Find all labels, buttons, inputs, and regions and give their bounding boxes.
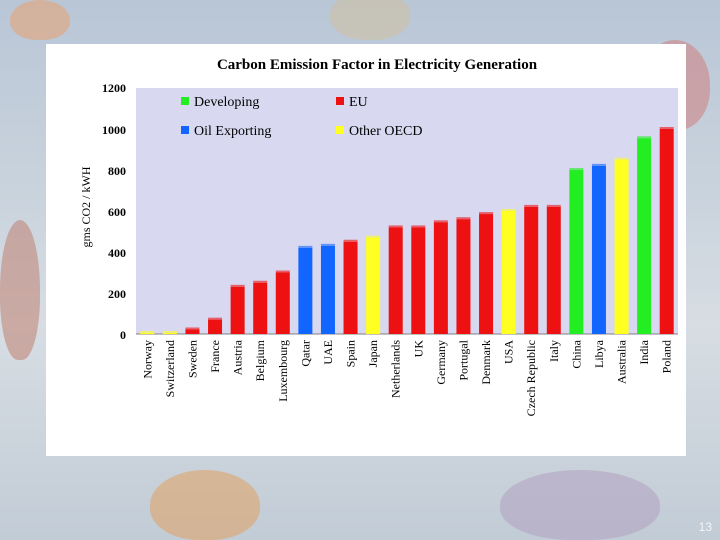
x-tick-label: USA [502,340,516,364]
x-tick-label: Libya [592,339,606,368]
legend-label: Oil Exporting [194,124,271,139]
bar-italy [546,206,561,334]
bar-qatar [298,247,313,334]
bar-top [253,280,268,283]
x-tick-label: Luxembourg [276,340,290,402]
bar-denmark [479,214,494,334]
legend-swatch [336,97,344,105]
bar-usa [501,211,516,334]
y-tick-label: 200 [108,287,126,301]
background-balloon [330,0,410,40]
bar-top [208,317,223,320]
chart-panel: Carbon Emission Factor in Electricity Ge… [46,44,686,456]
y-tick-label: 0 [120,328,126,342]
background-balloon [150,470,260,540]
legend-swatch [336,126,344,134]
bar-top [524,204,539,207]
bar-sweden [185,329,200,334]
bar-switzerland [162,332,177,334]
x-tick-label: Denmark [479,340,493,385]
slide-number: 13 [698,520,712,534]
background-balloon [10,0,70,40]
bar-top [479,212,494,215]
y-axis-label: gms CO2 / kWH [79,166,93,247]
bar-top [230,284,245,287]
bar-top [569,168,584,170]
x-tick-label: Spain [344,340,358,367]
bar-top [637,136,652,139]
bar-top [185,327,200,330]
bar-top [433,220,448,223]
bar-top [411,225,426,228]
bar-top [456,217,471,220]
x-tick-label: France [208,340,222,373]
bar-top [366,235,381,238]
x-tick-label: Australia [615,339,629,384]
legend-swatch [181,97,189,105]
bar-libya [591,165,606,334]
chart-title: Carbon Emission Factor in Electricity Ge… [217,57,538,73]
bar-top [546,204,561,207]
bar-czech-republic [524,206,539,334]
x-tick-label: Poland [660,340,674,373]
bar-portugal [456,219,471,334]
bar-top [298,245,313,248]
legend-label: EU [349,95,368,110]
bar-luxembourg [275,272,290,334]
background-balloon [500,470,660,540]
bar-top [320,243,335,246]
x-tick-label: Belgium [253,339,267,381]
x-tick-label: Germany [434,340,448,385]
x-tick-label: China [569,339,583,368]
legend-label: Developing [194,95,259,110]
bar-belgium [253,282,268,334]
x-tick-label: Netherlands [389,340,403,398]
y-tick-label: 400 [108,246,126,260]
x-tick-label: UAE [321,340,335,365]
x-tick-label: Norway [140,340,154,379]
background-balloon [0,220,40,360]
x-tick-label: Austria [231,339,245,375]
x-tick-label: Qatar [298,340,312,367]
x-tick-label: Czech Republic [524,340,538,416]
bar-netherlands [388,227,403,334]
y-tick-label: 600 [108,205,126,219]
bar-spain [343,241,358,334]
bar-japan [366,237,381,334]
bar-france [208,319,223,334]
bar-uae [320,245,335,334]
x-tick-label: Portugal [456,339,470,380]
x-tick-label: India [637,339,651,364]
bar-india [637,138,652,334]
bar-top [659,127,674,129]
y-tick-label: 1000 [102,123,126,137]
bar-norway [140,333,155,334]
bar-top [140,331,155,333]
bar-top [343,239,358,242]
y-tick-label: 1200 [102,81,126,95]
bar-top [614,157,629,160]
bar-top [275,270,290,273]
bar-top [591,163,606,166]
bar-china [569,170,584,334]
legend-label: Other OECD [349,124,423,139]
bar-germany [433,222,448,334]
x-tick-label: Italy [547,340,561,362]
emission-chart: Carbon Emission Factor in Electricity Ge… [79,57,678,416]
bar-australia [614,159,629,334]
bar-uk [411,227,426,334]
bar-poland [659,129,674,334]
x-tick-label: Switzerland [163,340,177,397]
x-tick-label: Sweden [185,340,199,378]
x-tick-label: UK [411,340,425,358]
bar-top [501,209,516,211]
plot-area [136,88,678,334]
bar-top [388,225,403,228]
bar-top [162,330,177,333]
y-tick-label: 800 [108,164,126,178]
x-tick-label: Japan [366,340,380,367]
legend-swatch [181,126,189,134]
bar-austria [230,286,245,334]
